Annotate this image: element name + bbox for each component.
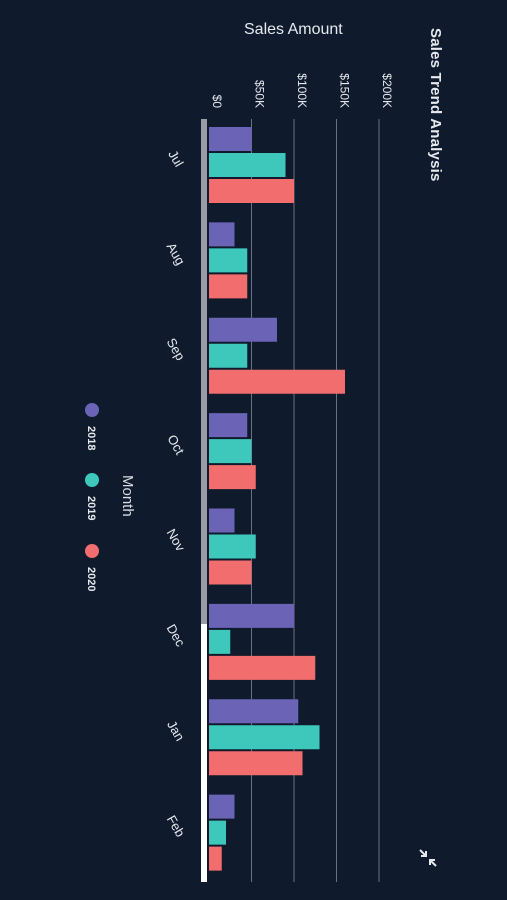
bar-oct-2020 — [209, 465, 256, 490]
x-tick-label: $200K — [380, 73, 394, 108]
bar-aug-2018 — [209, 222, 235, 247]
category-label: Oct — [164, 432, 187, 457]
bar-nov-2019 — [209, 534, 256, 559]
bar-feb-2020 — [209, 846, 222, 871]
bar-jan-2020 — [209, 751, 303, 776]
bar-jul-2019 — [209, 153, 286, 177]
category-label: Dec — [164, 622, 189, 650]
bar-dec-2019 — [209, 629, 231, 654]
category-label: Jul — [165, 147, 186, 169]
bar-sep-2018 — [209, 317, 277, 342]
bar-jul-2018 — [209, 127, 252, 151]
bar-nov-2020 — [209, 560, 252, 585]
chart-title: Sales Trend Analysis — [427, 28, 444, 182]
category-label: Sep — [164, 335, 189, 363]
bar-nov-2018 — [209, 508, 235, 533]
bar-sep-2020 — [209, 369, 345, 394]
legend-title: Month — [119, 475, 136, 517]
legend-marker-2019 — [85, 473, 99, 487]
bar-feb-2018 — [209, 794, 235, 819]
bar-jul-2020 — [209, 179, 294, 203]
bar-oct-2018 — [209, 413, 248, 438]
bar-aug-2019 — [209, 248, 248, 273]
legend-label-2019: 2019 — [85, 496, 97, 520]
x-tick-label: $50K — [253, 80, 267, 108]
legend-label-2018: 2018 — [85, 426, 97, 450]
x-tick-label: $0 — [210, 95, 224, 109]
x-tick-label: $100K — [295, 73, 309, 108]
bar-sep-2019 — [209, 343, 248, 368]
legend-label-2020: 2020 — [85, 567, 97, 591]
x-tick-label: $150K — [338, 73, 352, 108]
x-axis-title: Sales Amount — [244, 21, 343, 38]
bar-jan-2019 — [209, 725, 320, 750]
category-label: Feb — [164, 813, 188, 840]
bar-jan-2018 — [209, 699, 299, 724]
bar-aug-2020 — [209, 274, 248, 299]
category-label: Nov — [164, 526, 189, 554]
bar-feb-2019 — [209, 820, 226, 845]
category-label: Aug — [164, 240, 189, 268]
axis-baseline-highlight — [201, 624, 207, 882]
bar-oct-2019 — [209, 439, 252, 464]
legend-marker-2018 — [85, 403, 99, 417]
legend-marker-2020 — [85, 544, 99, 558]
collapse-arrows-icon[interactable] — [416, 846, 440, 870]
axis-baseline — [201, 119, 207, 624]
category-label: Jan — [164, 718, 187, 744]
bar-dec-2020 — [209, 655, 316, 680]
bar-dec-2018 — [209, 603, 294, 628]
